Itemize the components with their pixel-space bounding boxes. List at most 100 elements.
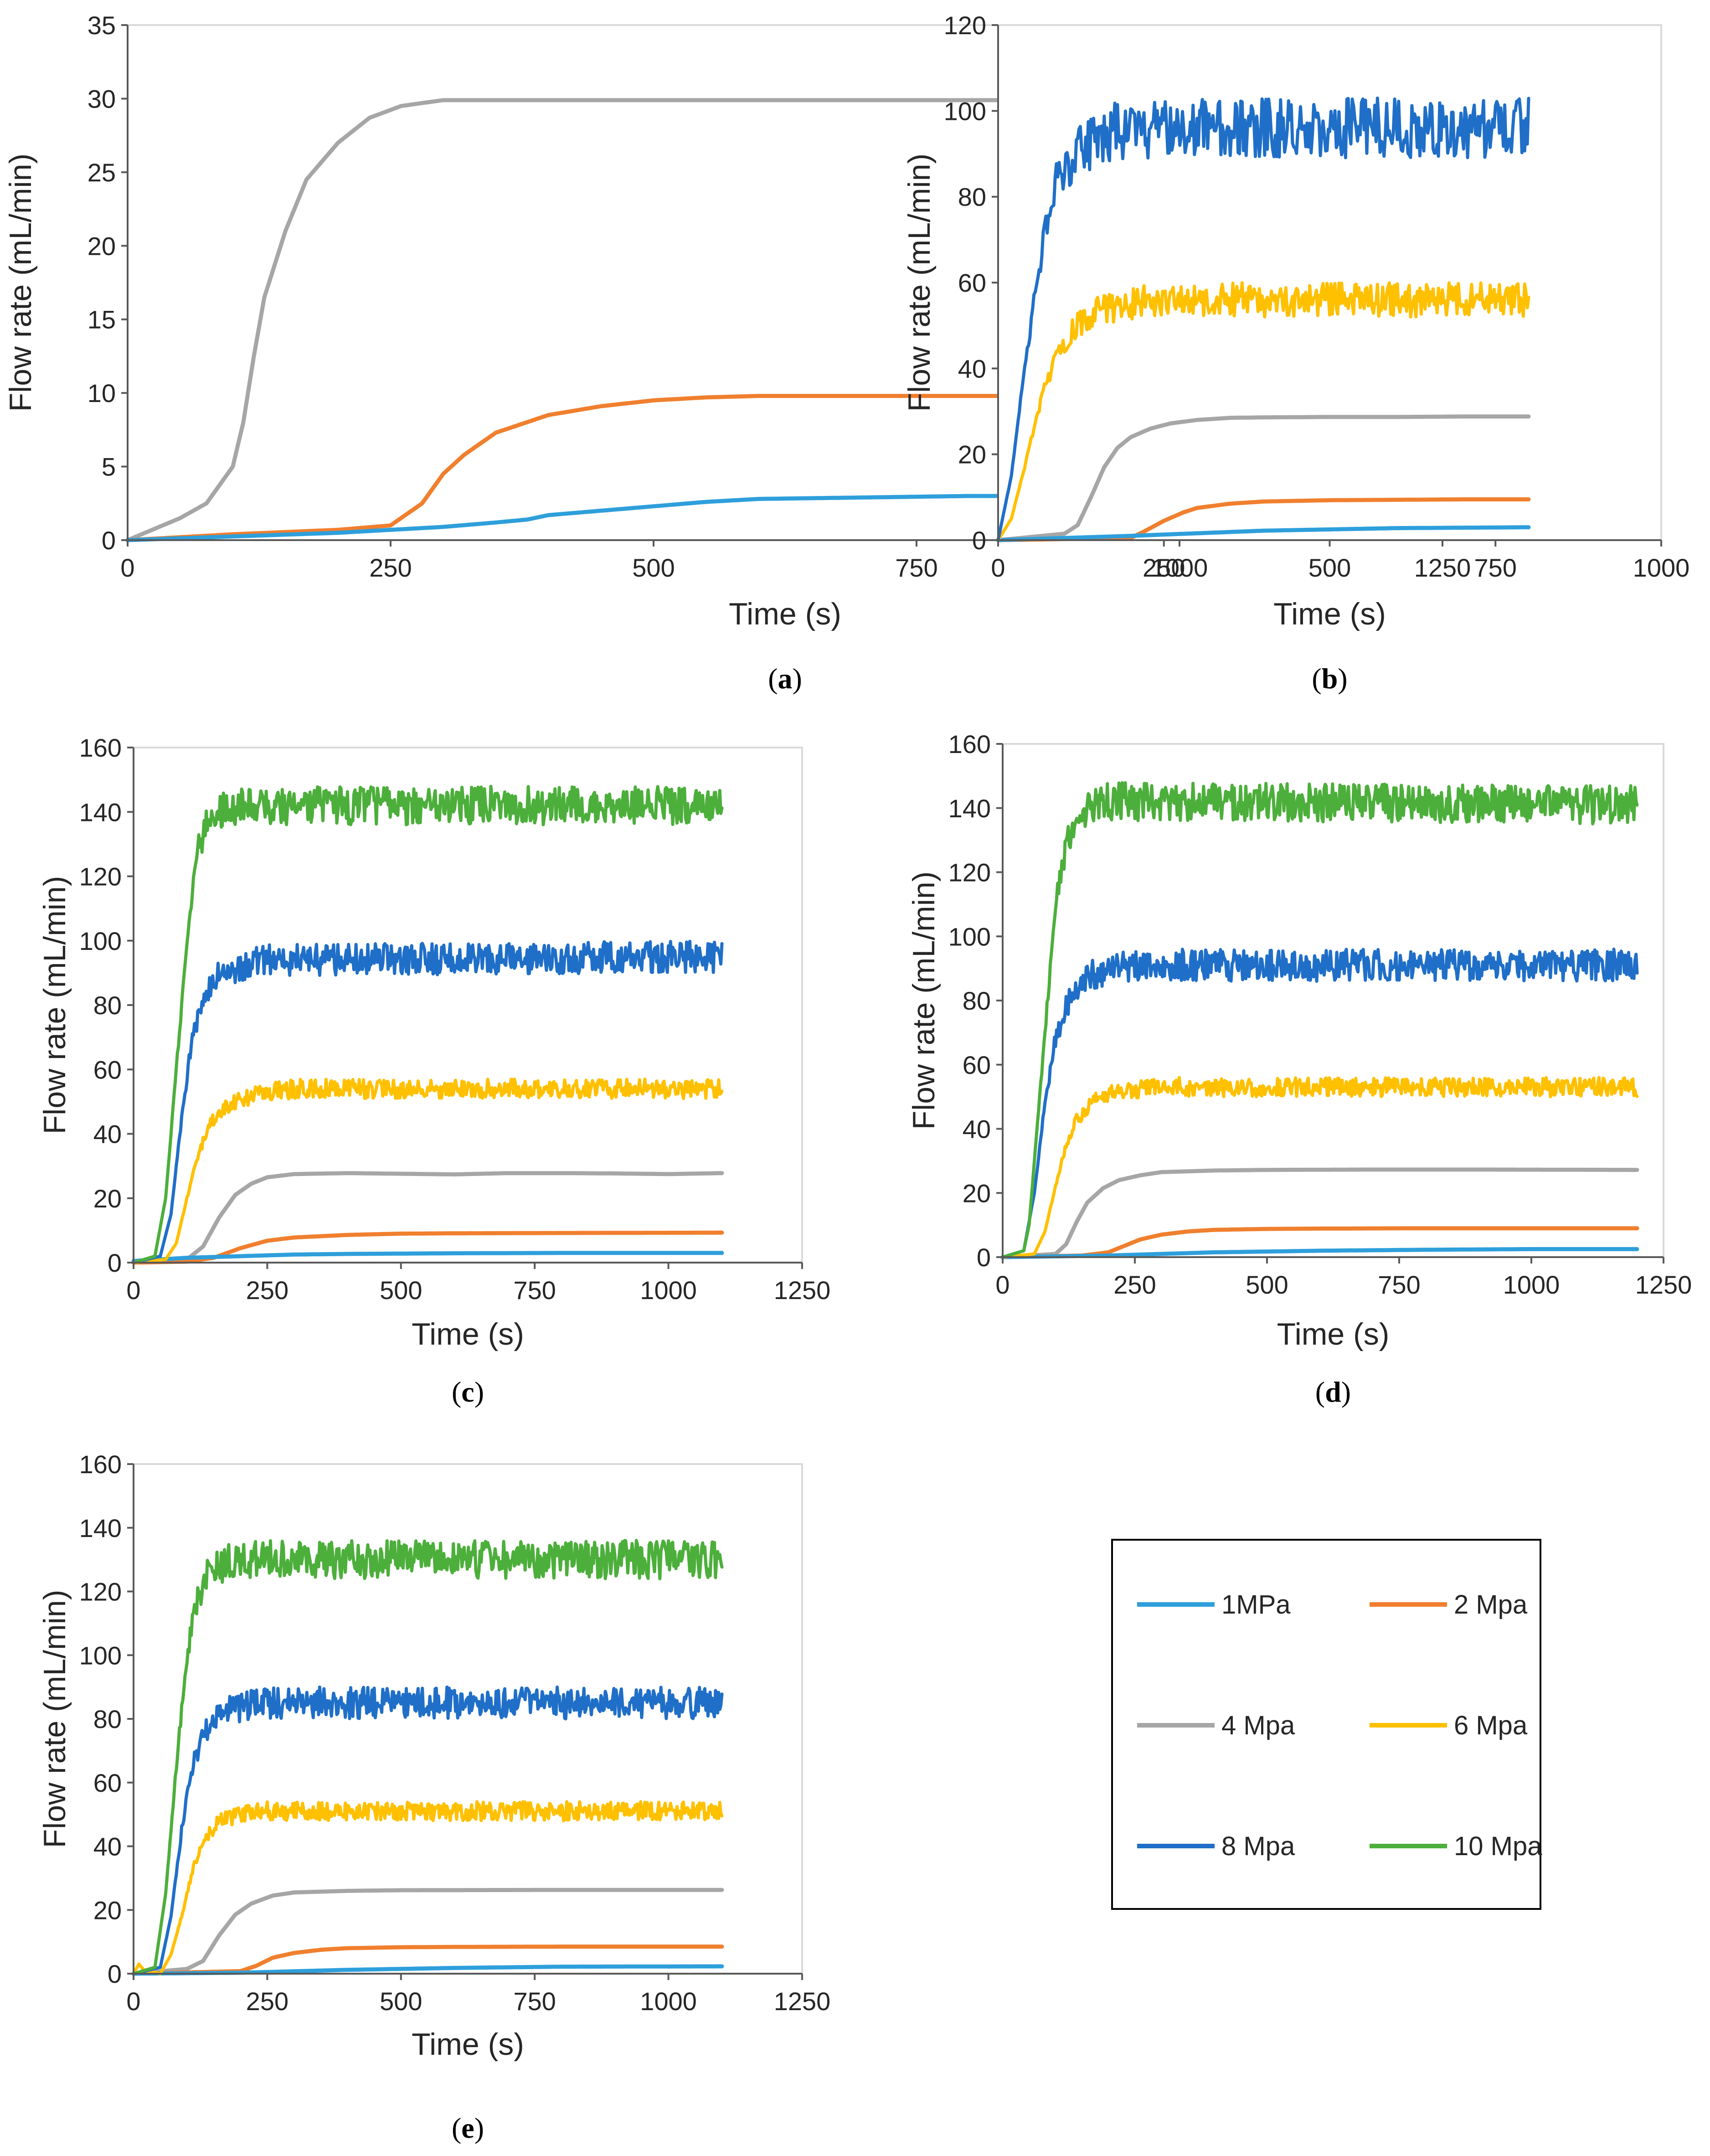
panel-caption: (b) xyxy=(1312,662,1347,695)
x-tick-label: 250 xyxy=(246,1987,288,2016)
caption-open: ( xyxy=(452,1376,461,1408)
y-tick-label: 40 xyxy=(93,1120,122,1149)
y-tick-label: 60 xyxy=(93,1055,122,1084)
y-tick-label: 20 xyxy=(958,440,986,469)
panel-caption: (d) xyxy=(1315,1376,1351,1408)
series-line xyxy=(131,1171,724,1265)
y-tick-label: 0 xyxy=(108,1248,122,1277)
ticks-layer: 0 250 500 750 1000 1250 0 20 40 60 80 100 120 140 160 xyxy=(79,733,831,1305)
x-tick-label: 500 xyxy=(380,1276,422,1305)
y-tick-label: 100 xyxy=(944,97,986,125)
series-line xyxy=(1001,781,1639,1259)
legend-entry: 10 Mpa xyxy=(1370,1831,1542,1861)
x-axis-title: Time (s) xyxy=(729,597,841,631)
y-tick-label: 40 xyxy=(93,1832,122,1861)
legend-entry: 2 Mpa xyxy=(1370,1590,1528,1620)
series-layer xyxy=(131,784,724,1265)
caption-close: ) xyxy=(1338,662,1347,695)
legend-entry: 6 Mpa xyxy=(1370,1711,1528,1740)
y-tick-label: 100 xyxy=(948,922,991,951)
caption-open: ( xyxy=(1312,662,1321,695)
y-tick-label: 0 xyxy=(108,1960,122,1988)
caption-letter: e xyxy=(461,2112,474,2144)
caption-open: ( xyxy=(768,662,778,695)
caption-close: ) xyxy=(793,662,802,695)
series-layer xyxy=(131,1539,724,1976)
caption-letter: a xyxy=(778,662,793,695)
y-tick-label: 30 xyxy=(88,84,116,113)
series-line xyxy=(131,1888,724,1976)
panel-e: 0 250 500 750 1000 1250020406080100120140160 … xyxy=(37,1450,830,2144)
legend-label: 6 Mpa xyxy=(1454,1711,1528,1740)
x-tick-label: 750 xyxy=(895,553,937,582)
y-tick-label: 20 xyxy=(88,232,116,260)
caption-letter: d xyxy=(1325,1376,1341,1408)
series-line xyxy=(131,1230,724,1265)
series-layer xyxy=(996,96,1531,542)
series-line xyxy=(996,281,1530,542)
x-tick-label: 250 xyxy=(369,553,412,582)
series-layer xyxy=(1000,781,1639,1259)
x-tick-label: 750 xyxy=(513,1276,556,1305)
caption-close: ) xyxy=(474,2112,484,2144)
x-axis-title: Time (s) xyxy=(1277,1317,1390,1351)
y-tick-label: 80 xyxy=(93,1705,122,1733)
y-axis-title: Flow rate (mL/min) xyxy=(37,1590,72,1848)
y-tick-label: 80 xyxy=(963,986,991,1015)
y-tick-label: 0 xyxy=(972,526,986,555)
x-tick-label: 0 xyxy=(126,1987,140,2016)
y-tick-label: 100 xyxy=(79,1641,122,1670)
plot-area xyxy=(133,1463,803,1975)
x-tick-label: 1250 xyxy=(774,1276,831,1305)
series-line xyxy=(1000,1247,1639,1259)
legend-entry: 1MPa xyxy=(1137,1590,1291,1620)
legend-label: 10 Mpa xyxy=(1454,1831,1542,1861)
x-tick-label: 1000 xyxy=(640,1987,697,2016)
series-line xyxy=(131,1251,724,1263)
plot-area xyxy=(1002,743,1664,1258)
series-line xyxy=(1000,1226,1639,1259)
y-tick-label: 80 xyxy=(93,991,122,1020)
x-tick-label: 250 xyxy=(246,1276,288,1305)
series-line xyxy=(996,525,1531,542)
x-tick-label: 0 xyxy=(995,1270,1010,1299)
ticks-layer: 0 250 500 750 1000 1250 0 20 40 60 80 100 120 140 160 xyxy=(79,1450,831,2016)
y-tick-label: 160 xyxy=(948,730,991,758)
y-tick-label: 120 xyxy=(79,1578,122,1606)
x-tick-label: 1250 xyxy=(1635,1270,1692,1299)
x-tick-label: 750 xyxy=(1474,553,1517,582)
x-tick-label: 1000 xyxy=(640,1276,697,1305)
y-tick-label: 10 xyxy=(88,379,116,407)
caption-letter: c xyxy=(461,1376,474,1408)
x-tick-label: 250 xyxy=(1113,1270,1156,1299)
y-tick-label: 140 xyxy=(79,798,122,826)
x-tick-label: 0 xyxy=(126,1276,140,1305)
plot-area xyxy=(133,747,803,1264)
series-line xyxy=(132,784,724,1264)
series-line xyxy=(1001,1076,1639,1259)
series-line xyxy=(1001,947,1639,1259)
series-line xyxy=(132,1685,724,1975)
x-tick-label: 750 xyxy=(513,1987,556,2016)
y-tick-label: 100 xyxy=(79,927,122,955)
caption-close: ) xyxy=(474,1376,484,1408)
x-axis-title: Time (s) xyxy=(412,1317,524,1351)
series-line xyxy=(996,96,1530,542)
y-tick-label: 20 xyxy=(93,1896,122,1924)
y-tick-label: 160 xyxy=(79,1450,122,1479)
y-tick-label: 0 xyxy=(102,526,116,555)
x-tick-label: 1000 xyxy=(1633,553,1690,582)
y-tick-label: 60 xyxy=(93,1769,122,1797)
y-tick-label: 80 xyxy=(958,183,986,211)
x-tick-label: 500 xyxy=(632,553,675,582)
y-tick-label: 120 xyxy=(79,862,122,891)
panel-d: 0 250 500 750 1000 1250020406080100120140160 … xyxy=(907,730,1692,1408)
legend-entry: 4 Mpa xyxy=(1137,1711,1295,1740)
y-tick-label: 120 xyxy=(944,11,986,40)
x-tick-label: 0 xyxy=(991,553,1005,582)
y-tick-label: 140 xyxy=(948,794,991,823)
y-tick-label: 15 xyxy=(88,305,116,334)
x-tick-label: 1250 xyxy=(774,1987,831,2016)
series-line xyxy=(132,1078,724,1264)
